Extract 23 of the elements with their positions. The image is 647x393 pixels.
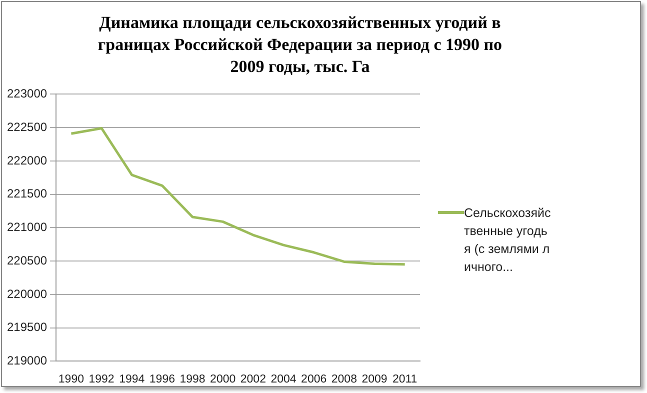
x-tick-label: 2004 xyxy=(270,373,297,386)
y-tick-label: 220500 xyxy=(6,253,48,268)
y-tick-label: 221000 xyxy=(6,220,48,234)
chart-title: Динамика площади сельскохозяйственных угодий в границах Российской Федерации за период с 1990 по 2009 годы, тыс. Га xyxy=(96,12,504,78)
legend-label: Сельскохозяйственные угодья (с землями личного... xyxy=(464,205,552,276)
y-tick-label: 223000 xyxy=(6,86,48,101)
y-tick-label: 222500 xyxy=(6,120,48,134)
y-tick-label: 221500 xyxy=(6,186,48,201)
y-tick-label: 219500 xyxy=(6,320,48,334)
x-tick-label: 1998 xyxy=(180,373,206,386)
x-tick-label: 2002 xyxy=(240,373,266,386)
x-tick-label: 1996 xyxy=(149,373,175,386)
x-tick-label: 2009 xyxy=(362,373,388,386)
x-tick-label: 1990 xyxy=(58,373,84,386)
x-tick-label: 1994 xyxy=(119,373,146,386)
x-tick-label: 2006 xyxy=(301,373,327,386)
x-tick-label: 1992 xyxy=(88,373,114,386)
x-tick-label: 2011 xyxy=(392,373,418,386)
y-tick-label: 219000 xyxy=(6,354,48,368)
x-tick-label: 2000 xyxy=(210,373,236,386)
y-tick-label: 220000 xyxy=(6,286,48,301)
x-tick-label: 2008 xyxy=(331,373,357,386)
y-tick-label: 222000 xyxy=(6,153,48,168)
